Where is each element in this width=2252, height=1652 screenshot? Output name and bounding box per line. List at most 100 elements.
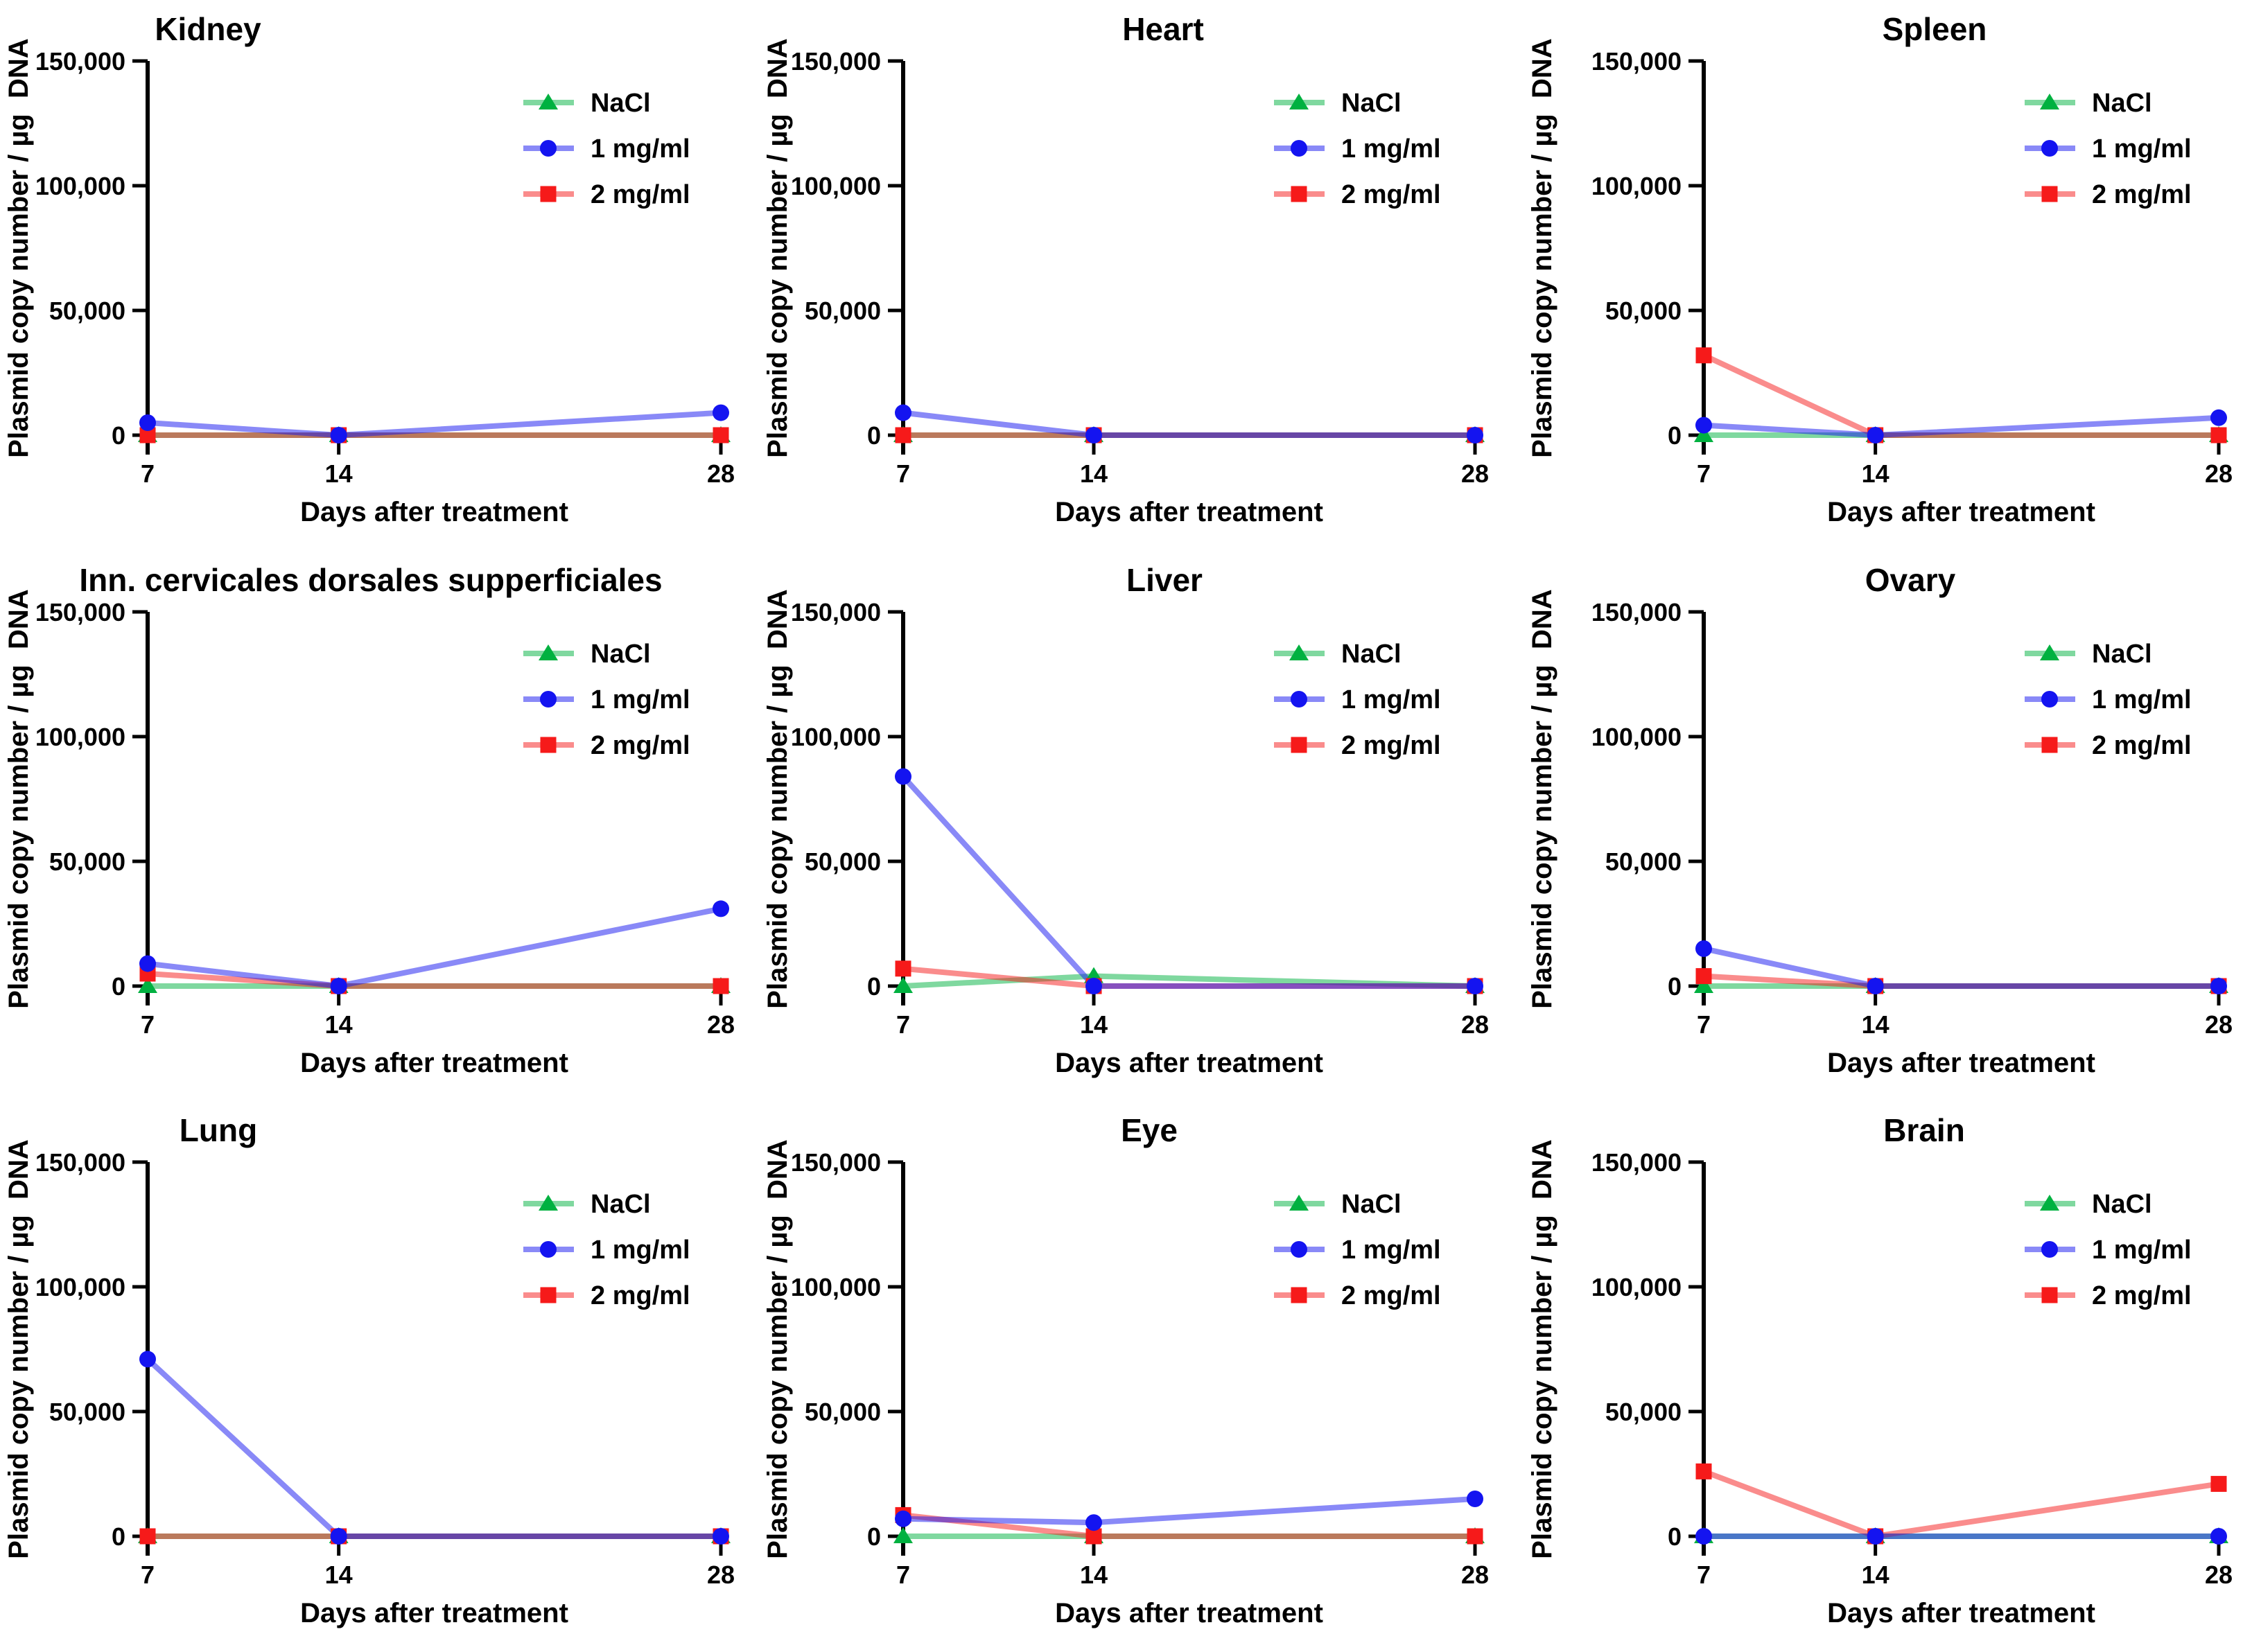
legend-label: NaCl [591,89,651,118]
data-point [1467,1528,1483,1545]
data-point [1867,978,1884,994]
legend-item: 1 mg/ml [523,1236,690,1265]
data-point [1867,427,1884,443]
series-line-1 mg/ml [902,410,1475,438]
chart-panel: Eye Plasmid copy number / µg DNA 0 50,000 10… [751,1101,1501,1652]
data-point [2210,1528,2227,1545]
legend-item: NaCl [1274,1190,1402,1219]
legend-item: NaCl [2025,1190,2152,1219]
chart-panel: Spleen Plasmid copy number / µg DNA 0 50,00… [1501,0,2252,551]
legend-item: NaCl [2025,640,2152,669]
x-tick-label: 7 [896,1561,910,1589]
legend-marker [1291,691,1307,708]
data-point [2210,1475,2227,1492]
chart-panel: Ovary Plasmid copy number / µg DNA 0 50,000… [1501,551,2252,1101]
data-point [895,960,911,977]
legend-marker [2041,140,2058,157]
legend-marker [539,94,558,109]
legend-marker [540,1241,557,1258]
data-point [1694,977,1713,993]
legend-marker [1291,186,1307,202]
x-axis-label: Days after treatment [1827,497,2095,527]
y-tick-label: 50,000 [49,1398,125,1426]
data-point [713,427,729,443]
chart-panel: Heart Plasmid copy number / µg DNA 0 50,000… [751,0,1501,551]
y-axis-label: Plasmid copy number / µg DNA [3,1139,34,1558]
y-tick-label: 100,000 [791,172,881,200]
y-tick-label: 0 [112,1522,125,1551]
data-point [1085,1528,1102,1545]
legend-label: 1 mg/ml [591,1236,690,1265]
legend-label: 1 mg/ml [1341,134,1441,164]
y-tick-label: 50,000 [49,297,125,325]
data-point [1467,427,1483,443]
x-tick-label: 28 [2205,1561,2233,1589]
x-tick-label: 28 [1461,1561,1489,1589]
x-tick-label: 14 [1862,459,1889,488]
y-tick-label: 100,000 [1591,1273,1682,1301]
data-point [139,1528,156,1545]
y-tick-label: 0 [867,972,881,1001]
legend-marker [539,644,558,660]
data-point [1694,426,1713,442]
legend-item: 1 mg/ml [1274,134,1441,164]
legend-label: 1 mg/ml [591,134,690,164]
legend-item: 1 mg/ml [2025,134,2192,164]
series-line-1 mg/ml [901,774,1475,989]
x-tick-label: 28 [707,1561,735,1589]
x-tick-label: 7 [896,459,910,488]
legend-item: 1 mg/ml [523,685,690,714]
legend-item: 2 mg/ml [1274,180,1441,209]
y-tick-label: 150,000 [791,47,881,76]
legend-marker [2041,1287,2058,1303]
legend-item: 2 mg/ml [2025,180,2192,209]
data-point [139,955,156,972]
legend-label: NaCl [1341,640,1402,669]
x-tick-label: 7 [1697,1561,1711,1589]
data-point [2210,409,2227,426]
y-tick-label: 0 [1668,972,1682,1001]
legend-label: 2 mg/ml [1341,731,1441,760]
legend-marker [540,186,557,202]
y-tick-label: 150,000 [791,598,881,626]
chart-panel: Inn. cervicales dorsales supperficiales P… [0,551,751,1101]
x-tick-label: 14 [1862,1010,1889,1039]
data-point [1085,978,1102,994]
data-point [1467,978,1483,994]
data-point [330,1528,347,1545]
y-tick-label: 150,000 [791,1148,881,1177]
y-tick-label: 150,000 [35,1148,125,1177]
x-axis-label: Days after treatment [1827,1598,2095,1628]
legend-item: NaCl [1274,640,1402,669]
chart-title: Brain [1883,1112,1965,1148]
data-point [330,427,347,443]
x-tick-label: 14 [1080,1561,1108,1589]
y-axis-label: Plasmid copy number / µg DNA [762,1139,793,1558]
y-axis-label: Plasmid copy number / µg DNA [1527,589,1557,1008]
legend-marker [540,140,557,157]
legend-label: NaCl [591,640,651,669]
series-line-1 mg/ml [146,1357,721,1539]
legend-item: NaCl [523,640,651,669]
data-point [1085,427,1102,443]
y-tick-label: 100,000 [791,723,881,751]
legend-label: 2 mg/ml [591,180,690,209]
legend-marker [1289,1195,1309,1211]
legend-label: NaCl [591,1190,651,1219]
x-tick-label: 14 [1862,1561,1889,1589]
legend-item: 2 mg/ml [523,1281,690,1310]
x-tick-label: 28 [2205,1010,2233,1039]
x-tick-label: 7 [141,459,155,488]
y-axis-label: Plasmid copy number / µg DNA [762,589,793,1008]
legend-item: 1 mg/ml [523,134,690,164]
legend-label: 2 mg/ml [591,731,690,760]
data-point [1695,1463,1712,1479]
line-chart: Lung Plasmid copy number / µg DNA 0 50,000 1… [3,1112,735,1628]
chart-title: Lung [180,1112,257,1148]
chart-title: Spleen [1883,11,1987,47]
line-chart: Brain Plasmid copy number / µg DNA 0 50,000… [1527,1112,2233,1628]
line-chart: Spleen Plasmid copy number / µg DNA 0 50,00… [1527,11,2233,527]
y-tick-label: 150,000 [35,47,125,76]
legend-label: 2 mg/ml [1341,1281,1441,1310]
